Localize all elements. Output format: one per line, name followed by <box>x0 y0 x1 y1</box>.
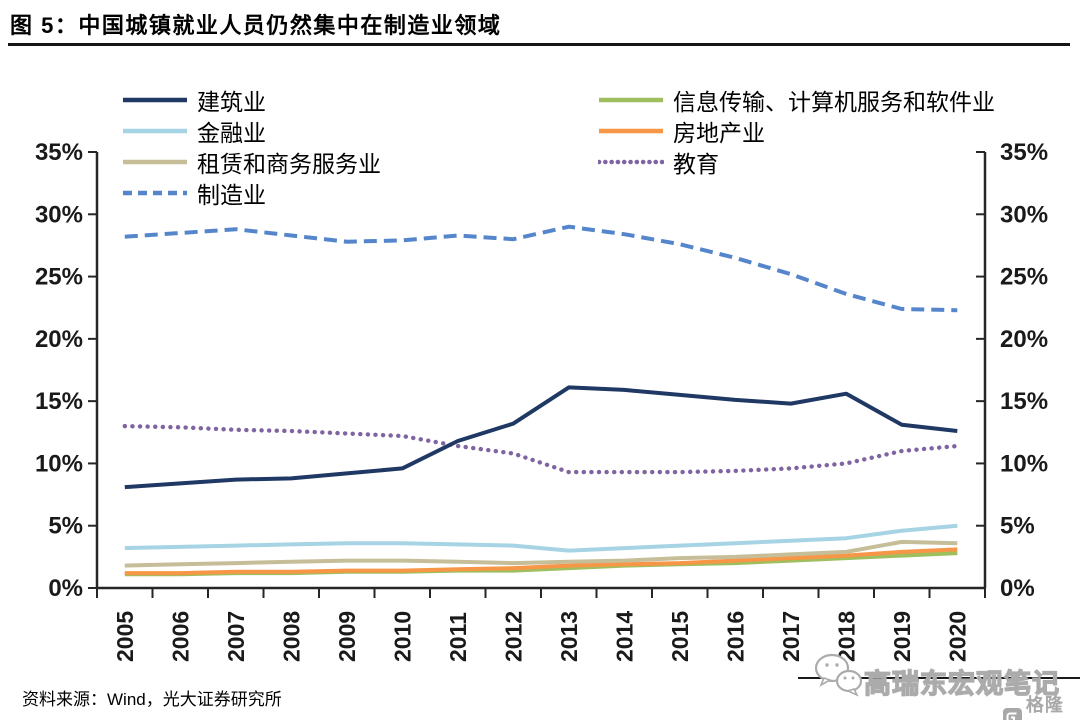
svg-text:2005: 2005 <box>112 611 138 662</box>
svg-text:15%: 15% <box>1000 388 1048 415</box>
legend-column-left: 建筑业 金融业 租赁和商务服务业 制造业 <box>122 84 381 208</box>
svg-text:5%: 5% <box>1000 513 1035 540</box>
legend-item-manufacturing: 制造业 <box>122 177 381 208</box>
svg-text:2018: 2018 <box>833 611 859 662</box>
legend-label: 建筑业 <box>197 88 266 115</box>
svg-text:0%: 0% <box>48 575 83 602</box>
svg-text:15%: 15% <box>35 388 83 415</box>
svg-text:30%: 30% <box>35 201 83 228</box>
legend-label: 金融业 <box>197 119 266 146</box>
legend-label: 教育 <box>673 150 719 177</box>
source-note: 资料来源：Wind，光大证券研究所 <box>22 690 282 709</box>
svg-text:2007: 2007 <box>223 611 249 662</box>
svg-text:35%: 35% <box>1000 139 1048 166</box>
svg-text:25%: 25% <box>35 264 83 291</box>
legend-item-real-estate: 房地产业 <box>598 115 995 146</box>
line-style-swatch-icon <box>598 159 664 164</box>
svg-text:20%: 20% <box>35 326 83 353</box>
svg-text:10%: 10% <box>1000 450 1048 477</box>
legend-item-education: 教育 <box>598 146 995 177</box>
line-style-swatch-icon <box>123 159 187 164</box>
svg-text:5%: 5% <box>48 513 83 540</box>
line-style-swatch-icon <box>123 97 187 102</box>
svg-text:2016: 2016 <box>722 611 748 662</box>
svg-text:0%: 0% <box>1000 575 1035 602</box>
svg-text:2017: 2017 <box>778 611 804 662</box>
watermark-strikethrough-line <box>798 677 1080 679</box>
svg-text:2013: 2013 <box>556 611 582 662</box>
legend-label: 租赁和商务服务业 <box>197 150 381 177</box>
svg-text:20%: 20% <box>1000 326 1048 353</box>
legend-item-information-software: 信息传输、计算机服务和软件业 <box>598 84 995 115</box>
svg-text:2010: 2010 <box>389 611 415 662</box>
svg-text:25%: 25% <box>1000 264 1048 291</box>
legend-label: 房地产业 <box>673 119 765 146</box>
legend-item-finance: 金融业 <box>122 115 381 146</box>
svg-text:2008: 2008 <box>278 611 304 662</box>
watermark-account-name: 高瑞东宏观笔记 <box>863 668 1060 699</box>
svg-text:2019: 2019 <box>889 611 915 662</box>
page-title: 图 5：中国城镇就业人员仍然集中在制造业领域 <box>10 13 502 38</box>
legend-item-leasing-business-services: 租赁和商务服务业 <box>122 146 381 177</box>
gelonghui-logo-text: 格隆汇 <box>1025 695 1064 715</box>
line-style-swatch-icon <box>123 128 187 133</box>
svg-text:2014: 2014 <box>611 611 637 662</box>
line-style-swatch-icon <box>123 190 187 195</box>
wechat-icon <box>814 653 863 697</box>
legend-item-construction: 建筑业 <box>122 84 381 115</box>
svg-text:10%: 10% <box>35 450 83 477</box>
line-style-swatch-icon <box>599 128 663 133</box>
svg-text:2015: 2015 <box>667 611 693 662</box>
svg-text:35%: 35% <box>35 139 83 166</box>
svg-text:30%: 30% <box>1000 201 1048 228</box>
gelonghui-logo: 格隆汇 <box>1002 691 1080 720</box>
svg-text:2011: 2011 <box>445 612 471 662</box>
legend-label: 制造业 <box>197 181 266 208</box>
legend-label: 信息传输、计算机服务和软件业 <box>673 88 995 115</box>
svg-text:2009: 2009 <box>334 611 360 662</box>
svg-text:2006: 2006 <box>167 611 193 662</box>
svg-text:2012: 2012 <box>500 611 526 662</box>
title-underline <box>8 43 1070 46</box>
svg-text:2020: 2020 <box>944 611 970 662</box>
legend-column-right: 信息传输、计算机服务和软件业 房地产业 教育 <box>598 84 995 177</box>
line-style-swatch-icon <box>599 97 663 102</box>
gelonghui-logo-icon <box>1003 707 1022 720</box>
